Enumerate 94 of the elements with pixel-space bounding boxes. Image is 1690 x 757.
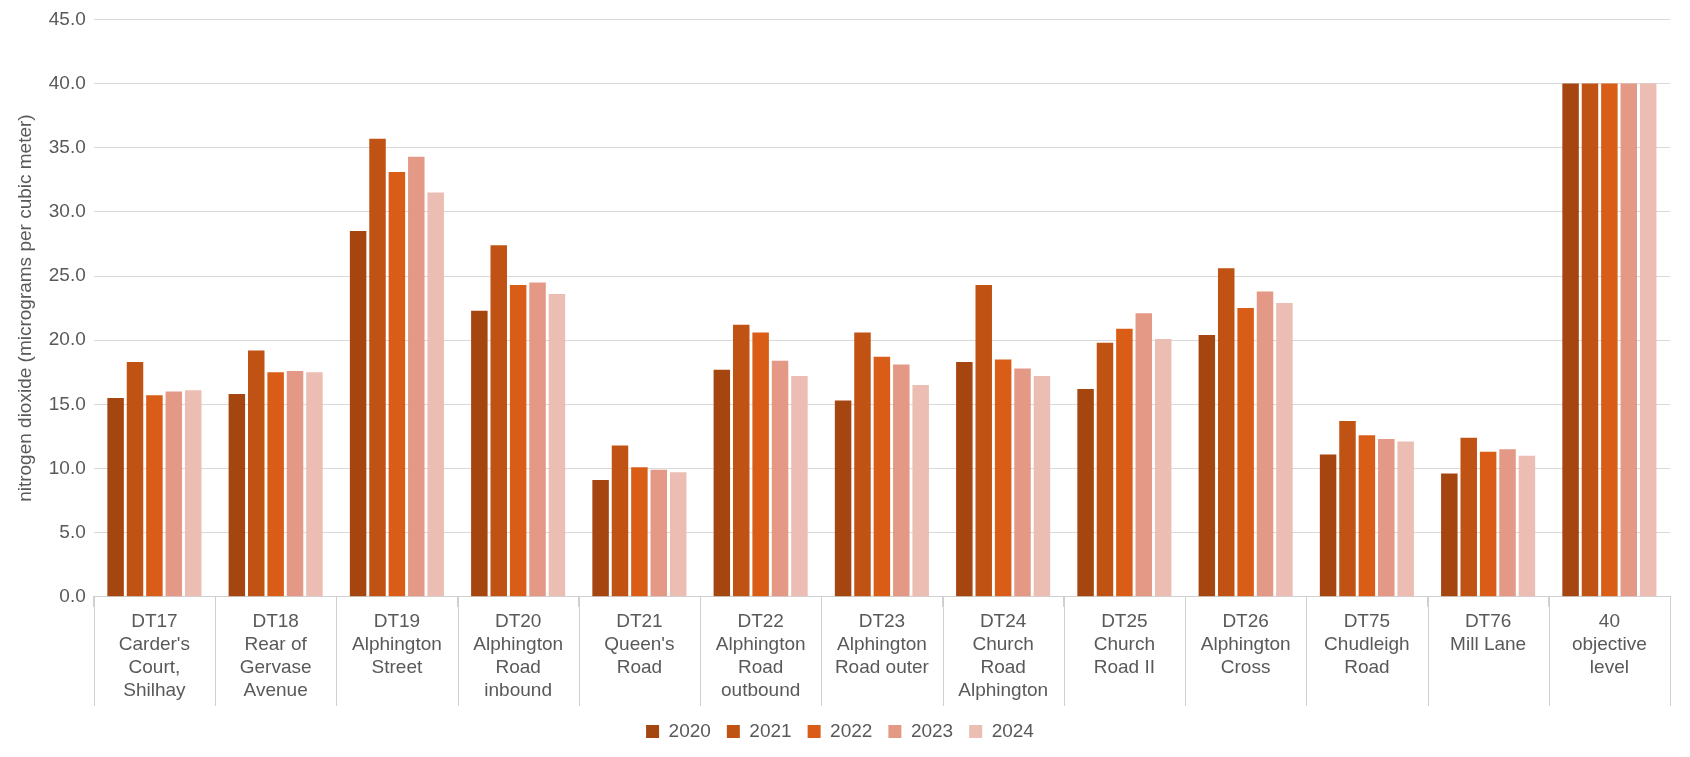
y-tick-label: 0.0 xyxy=(59,585,86,607)
bar xyxy=(771,360,789,597)
x-tick-label: DT19 Alphington Street xyxy=(352,610,442,678)
bar xyxy=(592,480,609,597)
bar xyxy=(286,370,304,597)
y-tick-label: 25.0 xyxy=(48,264,86,286)
y-tick-label: 5.0 xyxy=(59,520,86,542)
bar xyxy=(146,395,163,597)
bar xyxy=(1276,302,1293,597)
legend-label: 2021 xyxy=(749,719,792,741)
bar xyxy=(1096,342,1114,597)
bar xyxy=(1077,388,1094,597)
x-tick-label: DT76 Mill Lane xyxy=(1450,610,1527,655)
bar xyxy=(893,364,910,597)
y-axis-title: nitrogen dioxide (micrograms per cubic meter) xyxy=(13,114,35,502)
bar xyxy=(1135,313,1153,597)
bar xyxy=(834,400,852,597)
bar xyxy=(1581,83,1599,597)
bar xyxy=(1033,376,1051,597)
x-tick-label: DT24 Church Road Alphington xyxy=(958,610,1049,700)
bar xyxy=(1237,308,1254,597)
bar xyxy=(975,285,992,597)
bar xyxy=(733,324,750,597)
legend-label: 2020 xyxy=(668,719,711,741)
y-tick-label: 15.0 xyxy=(48,392,86,414)
legend-label: 2024 xyxy=(991,719,1035,741)
x-tick-label: DT75 Chudleigh Road xyxy=(1324,610,1410,678)
bar xyxy=(912,385,929,597)
bar xyxy=(126,361,144,597)
bar xyxy=(1014,368,1031,597)
bar xyxy=(1198,335,1216,597)
bar xyxy=(631,467,648,597)
bar xyxy=(873,356,891,597)
bar xyxy=(165,391,183,597)
bar xyxy=(854,332,871,597)
y-tick-label: 45.0 xyxy=(48,7,86,29)
bar xyxy=(107,397,124,597)
bar xyxy=(1154,338,1172,597)
bar xyxy=(1319,454,1337,597)
bar xyxy=(267,372,284,597)
bar xyxy=(548,293,566,597)
x-tick-label: DT20 Alphington Road inbound xyxy=(473,610,564,700)
bar xyxy=(1620,83,1638,597)
bar xyxy=(1217,268,1235,597)
bar xyxy=(1378,438,1395,597)
bar xyxy=(1397,441,1414,597)
bar xyxy=(427,192,444,597)
bar xyxy=(529,282,546,597)
bar xyxy=(1601,83,1618,597)
x-tick-label: DT21 Queen's Road xyxy=(604,610,675,678)
bar xyxy=(650,469,668,597)
bar xyxy=(228,394,246,597)
legend-label: 2022 xyxy=(830,719,873,741)
bar xyxy=(1116,328,1133,597)
bar xyxy=(1441,473,1458,597)
y-tick-label: 30.0 xyxy=(48,200,86,222)
bar xyxy=(471,310,488,597)
x-tick-label: DT26 Alphington Cross xyxy=(1200,610,1291,678)
bar xyxy=(791,376,808,597)
y-tick-label: 40.0 xyxy=(48,71,86,93)
bar xyxy=(1479,451,1497,597)
bar xyxy=(1256,291,1274,597)
bar xyxy=(669,472,687,597)
bar xyxy=(752,332,769,597)
x-tick-label: DT25 Church Road II xyxy=(1093,610,1156,678)
bar xyxy=(369,138,386,597)
bar xyxy=(248,350,265,597)
bar xyxy=(611,445,629,597)
bar xyxy=(184,390,202,597)
y-tick-label: 20.0 xyxy=(48,328,86,350)
bar xyxy=(1562,83,1579,597)
legend-label: 2023 xyxy=(910,719,954,741)
bar xyxy=(306,372,323,597)
bar xyxy=(388,172,406,597)
y-tick-label: 35.0 xyxy=(48,135,86,157)
bar xyxy=(1639,83,1657,597)
x-tick-label: DT17 Carder's Court, Shilhay xyxy=(118,610,191,700)
x-tick-label: 40 objective level xyxy=(1571,610,1647,678)
bar xyxy=(349,231,367,597)
bar xyxy=(956,361,973,597)
bar xyxy=(1460,437,1477,597)
bar xyxy=(509,285,527,597)
bar xyxy=(994,359,1012,597)
bar xyxy=(408,156,425,597)
bar xyxy=(1518,455,1536,597)
bar xyxy=(490,245,507,597)
x-tick-label: DT18 Rear of Gervase Avenue xyxy=(239,610,312,700)
bar xyxy=(1339,421,1356,597)
bar xyxy=(1499,449,1516,597)
y-tick-label: 10.0 xyxy=(48,456,86,478)
bar xyxy=(713,369,731,597)
x-tick-label: DT23 Alphington Road outer xyxy=(834,610,930,678)
bar xyxy=(1358,435,1376,597)
x-tick-label: DT22 Alphington Road outbound xyxy=(715,610,806,700)
